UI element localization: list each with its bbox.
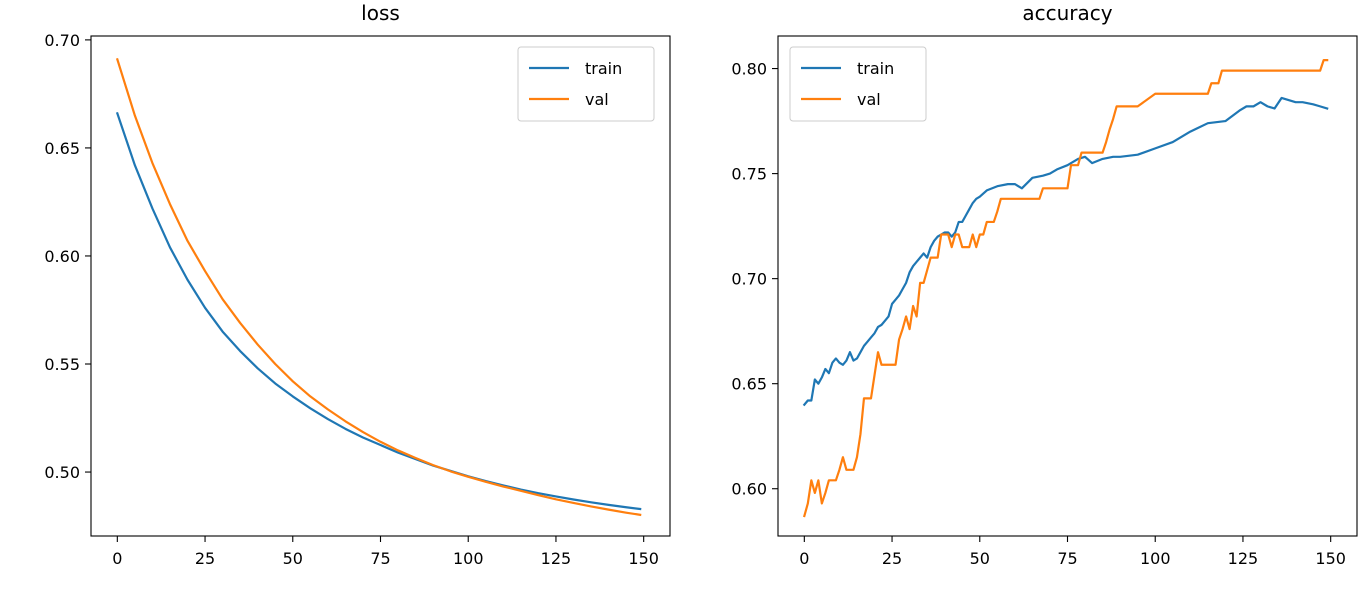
chart-1-ytick-label: 0.60 [731, 480, 767, 499]
chart-1-legend-box [789, 46, 927, 122]
chart-0-legend-label-train: train [585, 59, 622, 78]
chart-1-legend-label-val: val [857, 90, 881, 109]
chart-0-title: loss [361, 1, 400, 25]
chart-1-xtick-label: 25 [882, 549, 902, 568]
chart-1-ytick-label: 0.70 [731, 270, 767, 289]
chart-0-ytick-label: 0.70 [44, 31, 80, 50]
chart-0-xtick-label: 25 [195, 549, 215, 568]
chart-0-ytick-label: 0.50 [44, 463, 80, 482]
chart-1-accuracy: accuracy 0 25 50 75 100 125 150 0.60 0.65 0.70 0.75… [731, 1, 1358, 568]
chart-0-ytick-label: 0.65 [44, 139, 80, 158]
chart-0-xtick-label: 125 [541, 549, 572, 568]
chart-0-legend-label-val: val [585, 90, 609, 109]
chart-1-series-val-line [802, 59, 1329, 518]
chart-0-xtick-label: 50 [283, 549, 303, 568]
chart-0-xtick-label: 150 [628, 549, 659, 568]
chart-0-series-val-line [115, 57, 642, 517]
chart-1-xtick-label: 50 [970, 549, 990, 568]
chart-1-legend-label-train: train [857, 59, 894, 78]
chart-1-xtick-label: 100 [1140, 549, 1171, 568]
chart-0-ytick-label: 0.55 [44, 355, 80, 374]
chart-1-ytick-label: 0.75 [731, 165, 767, 184]
chart-0-xtick-label: 100 [453, 549, 484, 568]
chart-1-xtick-label: 125 [1228, 549, 1259, 568]
chart-0-series-train-line [115, 111, 642, 511]
chart-1-xtick-label: 150 [1315, 549, 1346, 568]
chart-0-ytick-label: 0.60 [44, 247, 80, 266]
chart-1-ytick-label: 0.80 [731, 60, 767, 79]
chart-0-legend: train val [517, 46, 655, 122]
chart-1-title: accuracy [1022, 1, 1112, 25]
chart-0-legend-box [517, 46, 655, 122]
chart-0-xtick-label: 75 [370, 549, 390, 568]
chart-0-xtick-label: 0 [112, 549, 122, 568]
chart-0-loss: loss 0 25 50 75 100 125 150 0.50 0.55 0.60 0.65 0.70… [44, 1, 671, 568]
chart-1-legend: train val [789, 46, 927, 122]
chart-1-xtick-label: 0 [799, 549, 809, 568]
chart-1-series-train-line [802, 96, 1329, 407]
chart-1-xtick-label: 75 [1057, 549, 1077, 568]
chart-1-ytick-label: 0.65 [731, 375, 767, 394]
